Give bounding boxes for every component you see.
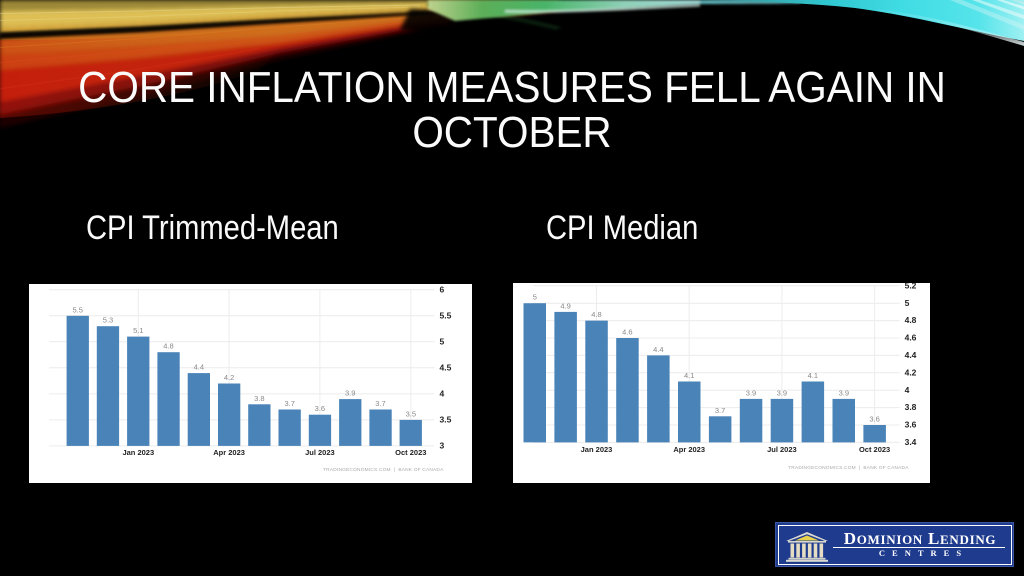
svg-text:3.9: 3.9 bbox=[839, 389, 849, 398]
svg-text:Jan 2023: Jan 2023 bbox=[123, 448, 155, 457]
svg-text:4.6: 4.6 bbox=[623, 328, 633, 337]
svg-text:4.1: 4.1 bbox=[684, 371, 694, 380]
svg-text:5.3: 5.3 bbox=[103, 315, 113, 324]
svg-text:Apr 2023: Apr 2023 bbox=[674, 445, 706, 454]
svg-text:TRADINGECONOMICS.COM | BANK: TRADINGECONOMICS.COM | BANK OF CANADA bbox=[323, 467, 444, 473]
svg-text:4.4: 4.4 bbox=[905, 350, 917, 360]
svg-text:Oct 2023: Oct 2023 bbox=[859, 445, 890, 454]
svg-text:4.8: 4.8 bbox=[164, 341, 174, 350]
svg-text:Jul 2023: Jul 2023 bbox=[305, 448, 335, 457]
svg-text:5: 5 bbox=[905, 298, 910, 308]
svg-text:Jan 2023: Jan 2023 bbox=[581, 445, 613, 454]
svg-text:4.4: 4.4 bbox=[653, 345, 663, 354]
svg-text:3: 3 bbox=[440, 440, 445, 450]
svg-text:3.4: 3.4 bbox=[905, 437, 917, 447]
svg-text:5.5: 5.5 bbox=[73, 305, 83, 314]
svg-text:3.5: 3.5 bbox=[406, 409, 416, 418]
svg-text:3.7: 3.7 bbox=[376, 399, 386, 408]
svg-text:TRADINGECONOMICS.COM | BANK: TRADINGECONOMICS.COM | BANK OF CANADA bbox=[789, 465, 910, 471]
svg-text:4.8: 4.8 bbox=[905, 316, 917, 326]
svg-text:4.1: 4.1 bbox=[808, 371, 818, 380]
svg-text:5: 5 bbox=[440, 336, 445, 346]
svg-text:4: 4 bbox=[905, 385, 910, 395]
svg-text:4.9: 4.9 bbox=[561, 302, 571, 311]
svg-text:Jul 2023: Jul 2023 bbox=[767, 445, 797, 454]
svg-text:3.6: 3.6 bbox=[315, 404, 325, 413]
svg-text:4.2: 4.2 bbox=[905, 368, 917, 378]
svg-text:5.5: 5.5 bbox=[440, 310, 452, 320]
svg-text:4.4: 4.4 bbox=[194, 362, 204, 371]
svg-text:3.9: 3.9 bbox=[777, 389, 787, 398]
svg-text:3.5: 3.5 bbox=[440, 414, 452, 424]
svg-text:4.2: 4.2 bbox=[224, 373, 234, 382]
svg-text:4.5: 4.5 bbox=[440, 362, 452, 372]
svg-text:3.7: 3.7 bbox=[715, 406, 725, 415]
svg-text:Oct 2023: Oct 2023 bbox=[395, 448, 426, 457]
svg-text:3.7: 3.7 bbox=[285, 399, 295, 408]
svg-text:Apr 2023: Apr 2023 bbox=[214, 448, 246, 457]
svg-text:4.6: 4.6 bbox=[905, 333, 917, 343]
svg-text:6: 6 bbox=[440, 284, 445, 294]
svg-text:3.9: 3.9 bbox=[746, 389, 756, 398]
svg-text:3.6: 3.6 bbox=[905, 420, 917, 430]
svg-text:4.8: 4.8 bbox=[592, 310, 602, 319]
svg-text:3.8: 3.8 bbox=[254, 394, 264, 403]
svg-text:3.9: 3.9 bbox=[345, 388, 355, 397]
svg-text:3.8: 3.8 bbox=[905, 403, 917, 413]
svg-text:3.6: 3.6 bbox=[870, 415, 880, 424]
svg-text:5.2: 5.2 bbox=[905, 283, 917, 290]
svg-text:5.1: 5.1 bbox=[133, 326, 143, 335]
svg-text:4: 4 bbox=[440, 388, 445, 398]
svg-text:5: 5 bbox=[533, 293, 537, 302]
